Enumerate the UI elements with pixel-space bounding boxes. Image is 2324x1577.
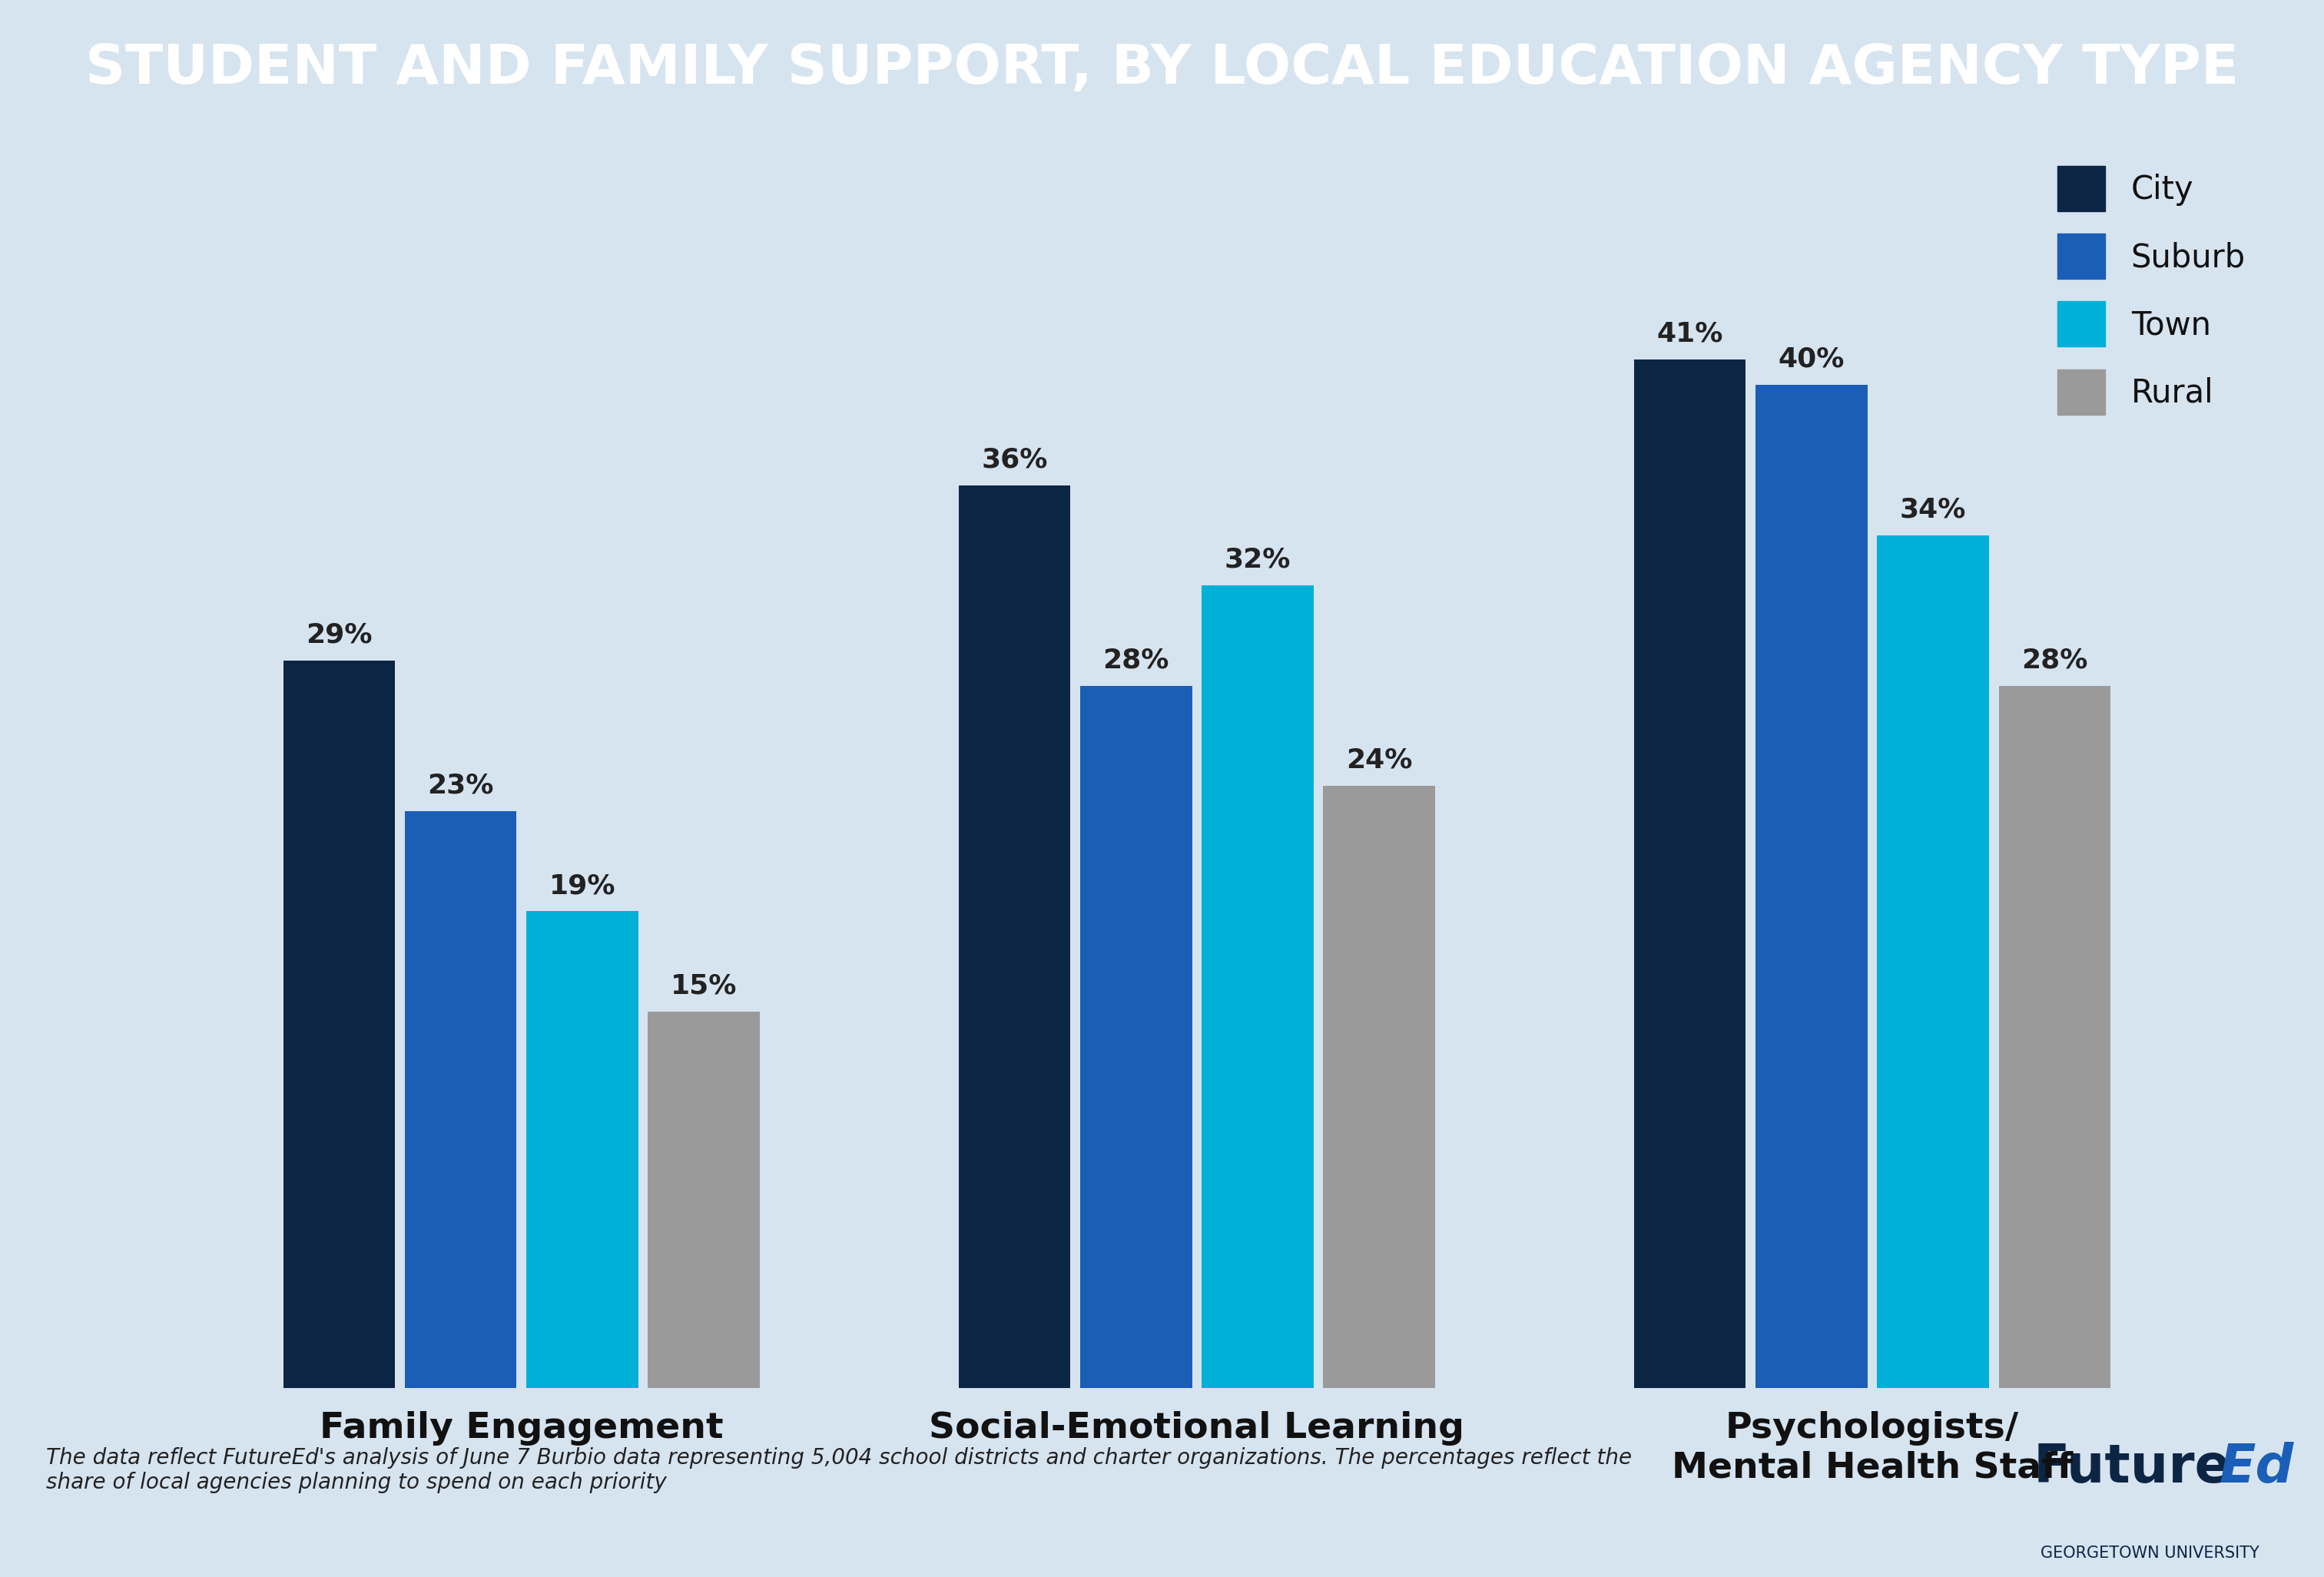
Bar: [1202, 585, 1313, 1388]
Bar: [1322, 785, 1436, 1388]
Text: Future: Future: [2034, 1441, 2231, 1493]
Bar: [1634, 360, 1745, 1388]
Text: 28%: 28%: [1104, 647, 1169, 673]
Bar: [1999, 686, 2110, 1388]
Bar: [404, 811, 516, 1388]
Bar: [525, 912, 639, 1388]
Text: 36%: 36%: [981, 446, 1048, 473]
Bar: [1878, 535, 1989, 1388]
Bar: [284, 661, 395, 1388]
Text: GEORGETOWN UNIVERSITY: GEORGETOWN UNIVERSITY: [2040, 1545, 2259, 1561]
Text: STUDENT AND FAMILY SUPPORT, BY LOCAL EDUCATION AGENCY TYPE: STUDENT AND FAMILY SUPPORT, BY LOCAL EDU…: [86, 43, 2238, 95]
Text: 34%: 34%: [1901, 497, 1966, 522]
Text: 23%: 23%: [428, 773, 493, 798]
Text: Ed: Ed: [2219, 1441, 2294, 1493]
Bar: [1755, 385, 1868, 1388]
Text: 15%: 15%: [672, 973, 737, 1000]
Text: 29%: 29%: [307, 621, 372, 648]
Text: 28%: 28%: [2022, 647, 2087, 673]
Legend: City, Suburb, Town, Rural: City, Suburb, Town, Rural: [2040, 150, 2261, 431]
Text: 32%: 32%: [1225, 547, 1290, 572]
Text: The data reflect FutureEd's analysis of June 7 Burbio data representing 5,004 sc: The data reflect FutureEd's analysis of …: [46, 1448, 1631, 1493]
Bar: [648, 1012, 760, 1388]
Text: 19%: 19%: [548, 872, 616, 899]
Text: 40%: 40%: [1778, 345, 1845, 372]
Bar: [1081, 686, 1192, 1388]
Bar: [957, 486, 1071, 1388]
Text: 41%: 41%: [1657, 322, 1722, 347]
Text: 24%: 24%: [1346, 747, 1413, 773]
